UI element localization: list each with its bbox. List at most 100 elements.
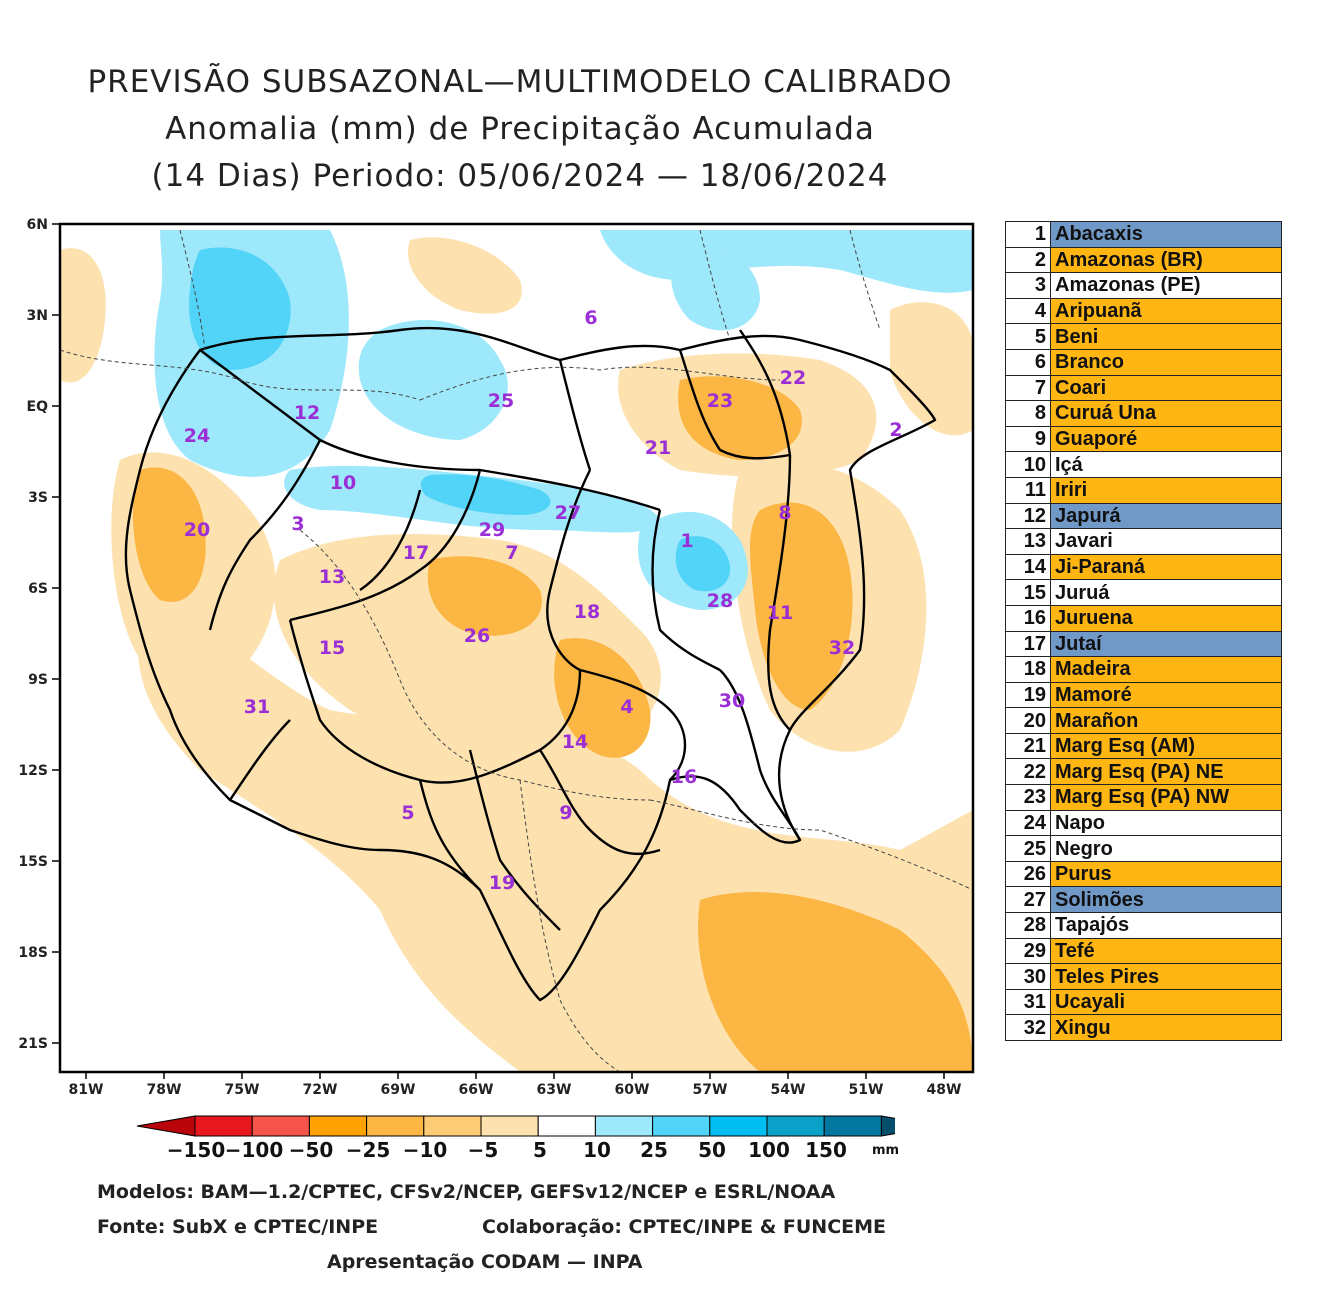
lat-label-eq: EQ	[26, 399, 48, 415]
legend-row-number: 26	[1005, 860, 1051, 888]
dry-region-far-east	[890, 302, 973, 436]
lon-label-63w: 63W	[536, 1082, 572, 1098]
legend-row: 23 Marg Esq (PA) NW	[1005, 784, 1282, 811]
colorbar	[136, 1115, 895, 1137]
basin-label-8: 8	[778, 502, 792, 524]
legend-row-number: 2	[1005, 246, 1051, 274]
colorbar-label-150: 150	[805, 1138, 847, 1162]
legend-row-number: 5	[1005, 323, 1051, 350]
wet-core-northwest	[189, 247, 291, 370]
lat-label-18s: 18S	[18, 945, 48, 961]
basin-label-23: 23	[706, 390, 734, 412]
colorbar-label-minus50: −50	[288, 1138, 334, 1162]
legend-row: 30 Teles Pires	[1005, 963, 1282, 990]
legend-row: 9 Guaporé	[1005, 425, 1282, 453]
legend-row-basin-name: Jutaí	[1050, 630, 1282, 658]
legend-row-number: 1	[1005, 221, 1051, 248]
lon-label-66w: 66W	[458, 1082, 494, 1098]
colorbar-cell	[766, 1115, 825, 1137]
colorbar-cell	[652, 1115, 711, 1137]
legend-row-number: 3	[1005, 272, 1051, 299]
colorbar-cell	[480, 1115, 539, 1137]
dry-core-north	[678, 376, 802, 460]
legend-row: 32 Xingu	[1005, 1014, 1282, 1041]
basin-label-14: 14	[561, 731, 589, 753]
lon-label-60w: 60W	[614, 1082, 650, 1098]
legend-row-basin-name: Marg Esq (PA) NW	[1050, 784, 1282, 811]
lon-label-54w: 54W	[770, 1082, 806, 1098]
colorbar-cell	[308, 1115, 368, 1137]
legend-row-number: 14	[1005, 553, 1051, 581]
lon-label-69w: 69W	[380, 1082, 416, 1098]
basin-label-9: 9	[559, 802, 573, 824]
colorbar-label-10: 10	[583, 1138, 611, 1162]
legend-row: 2 Amazonas (BR)	[1005, 246, 1282, 274]
legend-row-number: 20	[1005, 707, 1051, 734]
colorbar-cell	[423, 1115, 482, 1137]
legend-row: 22 Marg Esq (PA) NE	[1005, 758, 1282, 786]
colorbar-label-minus10: −10	[402, 1138, 448, 1162]
legend-row-number: 21	[1005, 732, 1051, 760]
colorbar-label-minus150: −150	[166, 1138, 226, 1162]
legend-row-basin-name: Curuá Una	[1050, 400, 1282, 427]
legend-row-number: 27	[1005, 886, 1051, 914]
legend-row: 11 Iriri	[1005, 476, 1282, 504]
colorbar-arrow-low	[136, 1115, 196, 1137]
colorbar-label-5: 5	[533, 1138, 547, 1162]
colorbar-label-50: 50	[698, 1138, 726, 1162]
basin-label-16: 16	[670, 766, 698, 788]
legend-row-basin-name: Içá	[1050, 451, 1282, 478]
basin-label-13: 13	[318, 566, 346, 588]
legend-row-basin-name: Solimões	[1050, 886, 1282, 914]
basin-label-22: 22	[779, 367, 807, 389]
legend-row-basin-name: Tefé	[1050, 937, 1282, 965]
legend-row: 6 Branco	[1005, 348, 1282, 376]
dry-region-north2	[408, 237, 522, 314]
basin-label-32: 32	[828, 637, 856, 659]
lat-label-12s: 12S	[18, 763, 48, 779]
legend-row-basin-name: Napo	[1050, 809, 1282, 837]
legend-row-number: 7	[1005, 374, 1051, 402]
map-frame	[58, 222, 975, 1074]
basin-label-5: 5	[401, 802, 415, 824]
country-borders	[59, 229, 974, 1073]
anomaly-map	[52, 222, 975, 1079]
legend-row-basin-name: Mamoré	[1050, 681, 1282, 709]
lat-label-21s: 21S	[18, 1036, 48, 1052]
colorbar-cell	[709, 1115, 768, 1137]
lat-label-3s: 3S	[28, 490, 48, 506]
legend-row-basin-name: Ji-Paraná	[1050, 553, 1282, 581]
legend-row-number: 13	[1005, 528, 1051, 555]
legend-row-basin-name: Aripuanã	[1050, 297, 1282, 325]
legend-row: 4 Aripuanã	[1005, 297, 1282, 325]
basin-label-20: 20	[183, 519, 211, 541]
lon-label-48w: 48W	[926, 1082, 962, 1098]
dry-core-east	[750, 502, 853, 710]
legend-row: 19 Mamoré	[1005, 681, 1282, 709]
colorbar-cell	[823, 1115, 882, 1137]
legend-row: 17 Jutaí	[1005, 630, 1282, 658]
basin-label-31: 31	[243, 696, 271, 718]
basin-legend-table: 1 Abacaxis 2 Amazonas (BR) 3 Amazonas (PE) 4 Ar…	[1005, 221, 1282, 1041]
legend-row-number: 15	[1005, 579, 1051, 606]
title-line1: PREVISÃO SUBSAZONAL—MULTIMODELO CALIBRAD…	[87, 64, 953, 100]
basin-label-6: 6	[584, 307, 598, 329]
legend-row: 7 Coari	[1005, 374, 1282, 402]
basin-label-27: 27	[554, 502, 582, 524]
legend-row-basin-name: Ucayali	[1050, 988, 1282, 1016]
legend-row-number: 11	[1005, 476, 1051, 504]
colorbar-label-25: 25	[640, 1138, 668, 1162]
basin-label-28: 28	[706, 590, 734, 612]
legend-row-basin-name: Negro	[1050, 835, 1282, 862]
basin-label-3: 3	[291, 513, 305, 535]
legend-row: 20 Marañon	[1005, 707, 1282, 734]
legend-row-number: 29	[1005, 937, 1051, 965]
legend-row-number: 17	[1005, 630, 1051, 658]
colorbar-label-100: 100	[748, 1138, 790, 1162]
legend-row-basin-name: Marañon	[1050, 707, 1282, 734]
legend-row-number: 31	[1005, 988, 1051, 1016]
anomaly-fill-layer	[60, 230, 974, 1072]
credit-presentation: Apresentação CODAM — INPA	[327, 1251, 643, 1273]
legend-row: 16 Juruena	[1005, 604, 1282, 632]
legend-row-number: 28	[1005, 912, 1051, 939]
